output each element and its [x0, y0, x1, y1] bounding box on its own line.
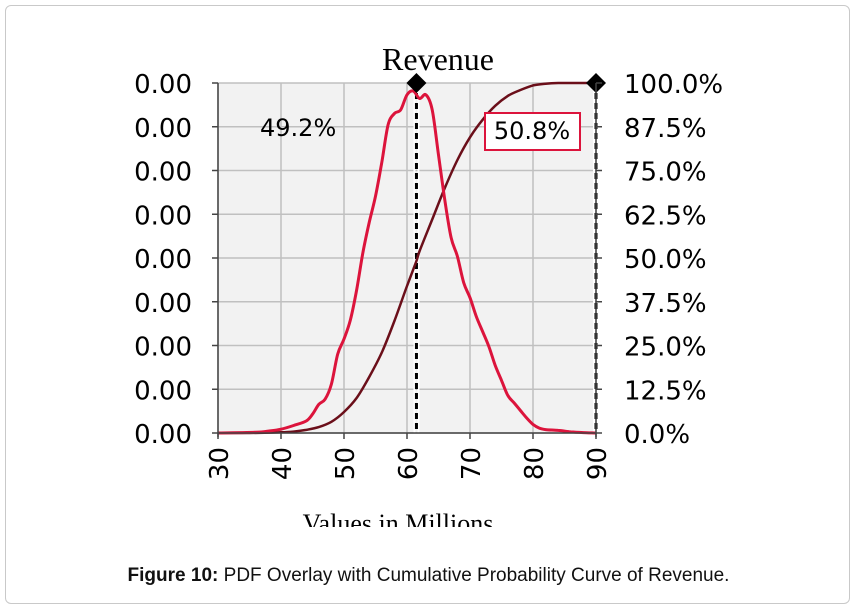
marker-diamond [406, 73, 427, 93]
figure-caption: Figure 10: PDF Overlay with Cumulative P… [0, 565, 857, 587]
left-tick-label: 0.00 [134, 376, 192, 406]
axes [212, 82, 602, 439]
right-tick-label: 50.0% [624, 245, 707, 275]
x-tick-label: 30 [205, 447, 235, 480]
left-percent-label: 49.2% [260, 114, 336, 142]
right-tick-label: 0.0% [624, 420, 690, 450]
right-tick-label: 12.5% [624, 376, 707, 406]
x-tick-label: 50 [331, 447, 361, 480]
left-tick-label: 0.00 [134, 201, 192, 231]
right-tick-labels: 0.0% 12.5% 25.0% 37.5% 50.0% 62.5% 75.0% 87.5% 1… [624, 70, 723, 450]
right-tick-label: 62.5% [624, 201, 707, 231]
left-tick-label: 0.00 [134, 158, 192, 188]
left-tick-label: 0.00 [134, 333, 192, 363]
x-tick-label: 40 [268, 447, 298, 480]
right-tick-label: 87.5% [624, 114, 707, 144]
caption-label: Figure 10: [127, 565, 219, 586]
right-percent-label: 50.8% [494, 117, 570, 145]
left-tick-label: 0.00 [134, 245, 192, 275]
right-tick-label: 37.5% [624, 289, 707, 319]
x-tick-label: 80 [520, 447, 550, 480]
x-tick-label: 60 [394, 447, 424, 480]
x-tick-labels: 30 40 50 60 70 80 90 [205, 447, 613, 480]
left-tick-label: 0.00 [134, 70, 192, 100]
chart-title: Revenue [382, 41, 494, 77]
left-tick-label: 0.00 [134, 420, 192, 450]
x-tick-label: 90 [583, 447, 613, 480]
pdf-curve [217, 89, 597, 435]
cdf-curve [217, 81, 596, 435]
left-tick-labels: 0.00 0.00 0.00 0.00 0.00 0.00 0.00 0.00 0.00 [134, 70, 192, 450]
left-tick-label: 0.00 [134, 114, 192, 144]
right-tick-label: 75.0% [624, 158, 707, 188]
revenue-chart: 0.00 0.00 0.00 0.00 0.00 0.00 0.00 0.00 0.00 0.0… [134, 41, 724, 557]
right-tick-label: 100.0% [624, 70, 723, 100]
x-tick-label: 70 [457, 447, 487, 480]
x-label-mask [220, 527, 600, 557]
right-tick-label: 25.0% [624, 333, 707, 363]
caption-text: PDF Overlay with Cumulative Probability … [223, 565, 730, 586]
right-percent-box [484, 112, 581, 151]
left-tick-label: 0.00 [134, 289, 192, 319]
